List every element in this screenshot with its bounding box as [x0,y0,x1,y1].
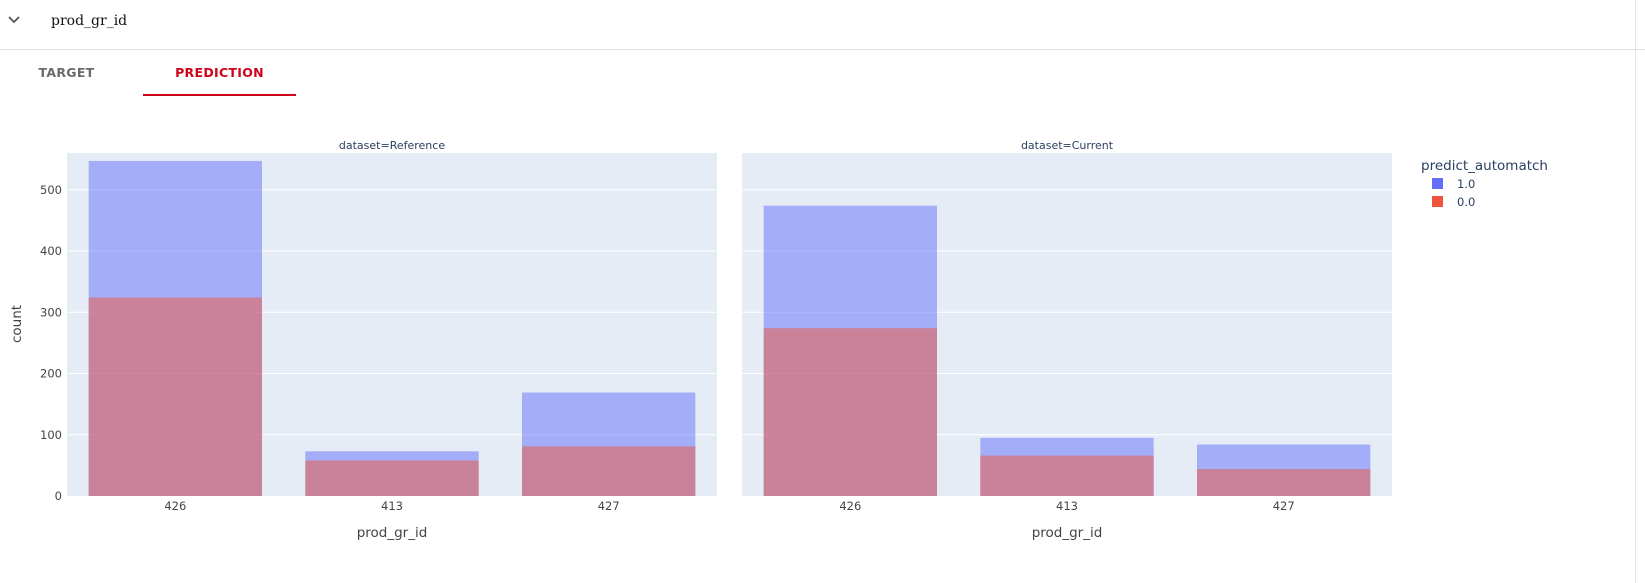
y-axis-title: count [9,305,25,343]
section-header: prod_gr_id [0,0,1645,50]
facet-title: dataset=Reference [339,139,445,152]
x-tick-label: 426 [164,499,186,513]
x-axis-title: prod_gr_id [357,525,428,541]
x-axis-title: prod_gr_id [1032,525,1103,541]
x-tick-label: 427 [1273,499,1295,513]
tab-prediction[interactable]: PREDICTION [175,65,264,80]
bar-0-0-413 [305,460,479,496]
y-tick-label: 100 [40,428,62,442]
x-tick-label: 426 [839,499,861,513]
legend-label: 0.0 [1457,195,1475,209]
x-tick-label: 413 [381,499,403,513]
bar-0-0-427 [1197,469,1371,496]
legend-label: 1.0 [1457,177,1475,191]
header-title: prod_gr_id [51,13,128,29]
x-tick-label: 413 [1056,499,1078,513]
x-tick-label: 427 [598,499,620,513]
y-tick-label: 500 [40,183,62,197]
chevron-down-icon[interactable] [6,12,22,28]
legend-swatch-0-0 [1432,196,1443,207]
y-tick-label: 400 [40,244,62,258]
active-tab-indicator [143,94,296,96]
y-tick-label: 0 [55,489,62,503]
bar-0-0-427 [522,446,696,496]
legend-swatch-1-0 [1432,178,1443,189]
facet-title: dataset=Current [1021,139,1114,152]
y-tick-label: 200 [40,367,62,381]
tab-target[interactable]: TARGET [38,65,95,80]
bar-0-0-413 [980,455,1154,496]
y-tick-label: 300 [40,305,62,319]
scrollbar-track [1635,0,1636,583]
bar-0-0-426 [88,297,263,496]
legend-title: predict_automatch [1421,158,1548,174]
tab-bar: TARGET PREDICTION [0,51,400,97]
bar-0-0-426 [763,328,937,496]
